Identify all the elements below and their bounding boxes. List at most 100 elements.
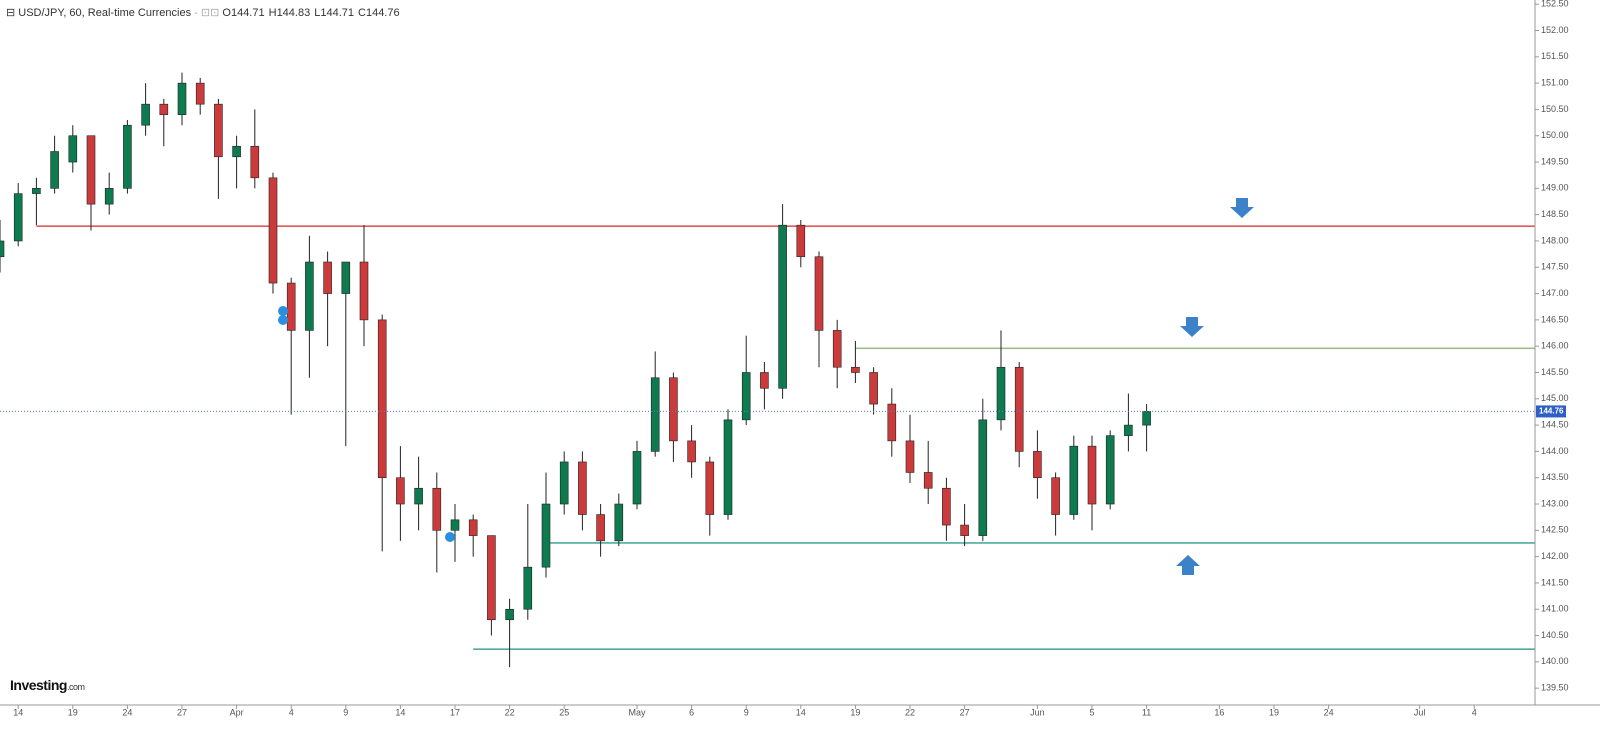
- arrow-down: [1180, 317, 1204, 337]
- plot-area: [0, 72, 1535, 668]
- y-tick-label: 140.50: [1541, 630, 1569, 640]
- x-tick-label: 5: [1089, 707, 1094, 717]
- x-tick-label: 14: [395, 707, 405, 717]
- x-tick-label: Apr: [230, 707, 244, 717]
- y-tick-label: 146.00: [1541, 341, 1569, 351]
- candle-body: [377, 319, 387, 479]
- candle-body: [887, 403, 897, 442]
- x-tick-label: 24: [122, 707, 132, 717]
- y-tick-label: 141.50: [1541, 577, 1569, 587]
- x-tick-label: 17: [450, 707, 460, 717]
- candle-body: [268, 177, 278, 284]
- y-tick-label: 152.00: [1541, 25, 1569, 35]
- candle-body: [687, 440, 696, 463]
- ohlc-value: 144.71: [320, 7, 354, 19]
- y-tick-label: 147.00: [1541, 288, 1569, 298]
- arrow-up: [1176, 555, 1200, 575]
- y-tick-label: 152.50: [1541, 0, 1569, 9]
- x-tick-label: 11: [1142, 707, 1151, 717]
- ohlc-label: C: [358, 7, 366, 19]
- y-tick-label: 144.50: [1541, 419, 1569, 429]
- y-tick-label: 148.50: [1541, 209, 1569, 219]
- candle-body: [923, 472, 933, 489]
- candle-body: [305, 261, 314, 331]
- x-tick-label: May: [628, 707, 646, 717]
- candle-body: [250, 145, 260, 179]
- candle-body: [1033, 451, 1042, 479]
- x-tick-label: 6: [689, 707, 694, 717]
- x-tick-label: 27: [960, 707, 970, 717]
- symbol-title: USD/JPY, 60, Real-time Currencies: [18, 7, 192, 19]
- candle-body: [0, 240, 5, 258]
- candle-body: [905, 440, 915, 473]
- y-tick-label: 144.00: [1541, 446, 1569, 456]
- x-tick-label: 19: [850, 707, 860, 717]
- marker: [278, 306, 288, 316]
- candle-body: [1014, 366, 1024, 452]
- x-tick-label: 22: [505, 707, 515, 717]
- y-tick-label: 142.50: [1541, 525, 1569, 535]
- ohlc-value: 144.71: [230, 7, 265, 19]
- candle-body: [1142, 411, 1151, 426]
- candle-body: [960, 524, 969, 536]
- x-tick-label: 4: [1472, 707, 1477, 717]
- y-tick-label: 140.00: [1541, 656, 1569, 666]
- y-tick-label: 141.00: [1541, 604, 1569, 614]
- candle-body: [778, 224, 787, 389]
- candle-body: [432, 487, 442, 531]
- x-tick-label: 14: [13, 707, 23, 717]
- candle-body: [341, 261, 351, 294]
- candle-body: [32, 188, 41, 194]
- candle-body: [832, 330, 842, 368]
- candle-body: [450, 519, 460, 531]
- y-tick-label: 146.50: [1541, 314, 1569, 324]
- candle-body: [978, 419, 988, 536]
- x-tick-label: 24: [1324, 707, 1334, 717]
- x-tick-label: Jul: [1414, 707, 1426, 717]
- candle-body: [1069, 445, 1079, 515]
- candle-body: [487, 535, 496, 621]
- candle-body: [996, 366, 1006, 421]
- header: ⊟ USD/JPY, 60, Real-time Currencies - ⊡⊡…: [6, 6, 404, 19]
- x-tick-label: 14: [796, 707, 806, 717]
- x-tick-label: Jun: [1030, 707, 1045, 717]
- candle-body: [505, 608, 514, 621]
- candle-body: [650, 377, 660, 452]
- candle-body: [578, 461, 587, 515]
- candle-body: [1087, 445, 1097, 505]
- candle-body: [68, 135, 78, 163]
- candle-body: [869, 372, 878, 405]
- logo-suffix: .com: [66, 682, 85, 692]
- arrow-down: [1230, 198, 1254, 218]
- logo: Investing.com: [10, 677, 85, 693]
- y-tick-label: 149.00: [1541, 183, 1569, 193]
- candle-body: [414, 487, 423, 505]
- y-tick-label: 148.00: [1541, 235, 1569, 245]
- x-tick-label: 16: [1214, 707, 1224, 717]
- ohlc: O144.71 H144.83 L144.71 C144.76: [222, 7, 403, 19]
- ohlc-label: O: [222, 7, 231, 19]
- candle-body: [705, 461, 715, 515]
- y-tick-label: 145.00: [1541, 393, 1569, 403]
- last-price-label: 144.76: [1539, 407, 1564, 416]
- x-tick-label: 19: [68, 707, 78, 717]
- candle-body: [104, 188, 114, 205]
- y-tick-label: 151.00: [1541, 78, 1569, 88]
- candle-body: [123, 124, 132, 189]
- candle-body: [814, 256, 824, 331]
- candle-body: [468, 519, 478, 536]
- candle-body: [523, 566, 533, 610]
- candle-body: [1105, 435, 1115, 505]
- x-tick-label: 19: [1269, 707, 1279, 717]
- marker: [278, 315, 288, 325]
- y-tick-label: 143.00: [1541, 498, 1569, 508]
- y-tick-label: 145.50: [1541, 367, 1569, 377]
- x-tick-label: 4: [289, 707, 294, 717]
- candle-body: [851, 366, 860, 373]
- candle-body: [559, 461, 569, 505]
- y-tick-label: 142.00: [1541, 551, 1569, 561]
- candle-body: [86, 135, 96, 205]
- candle-body: [141, 103, 150, 126]
